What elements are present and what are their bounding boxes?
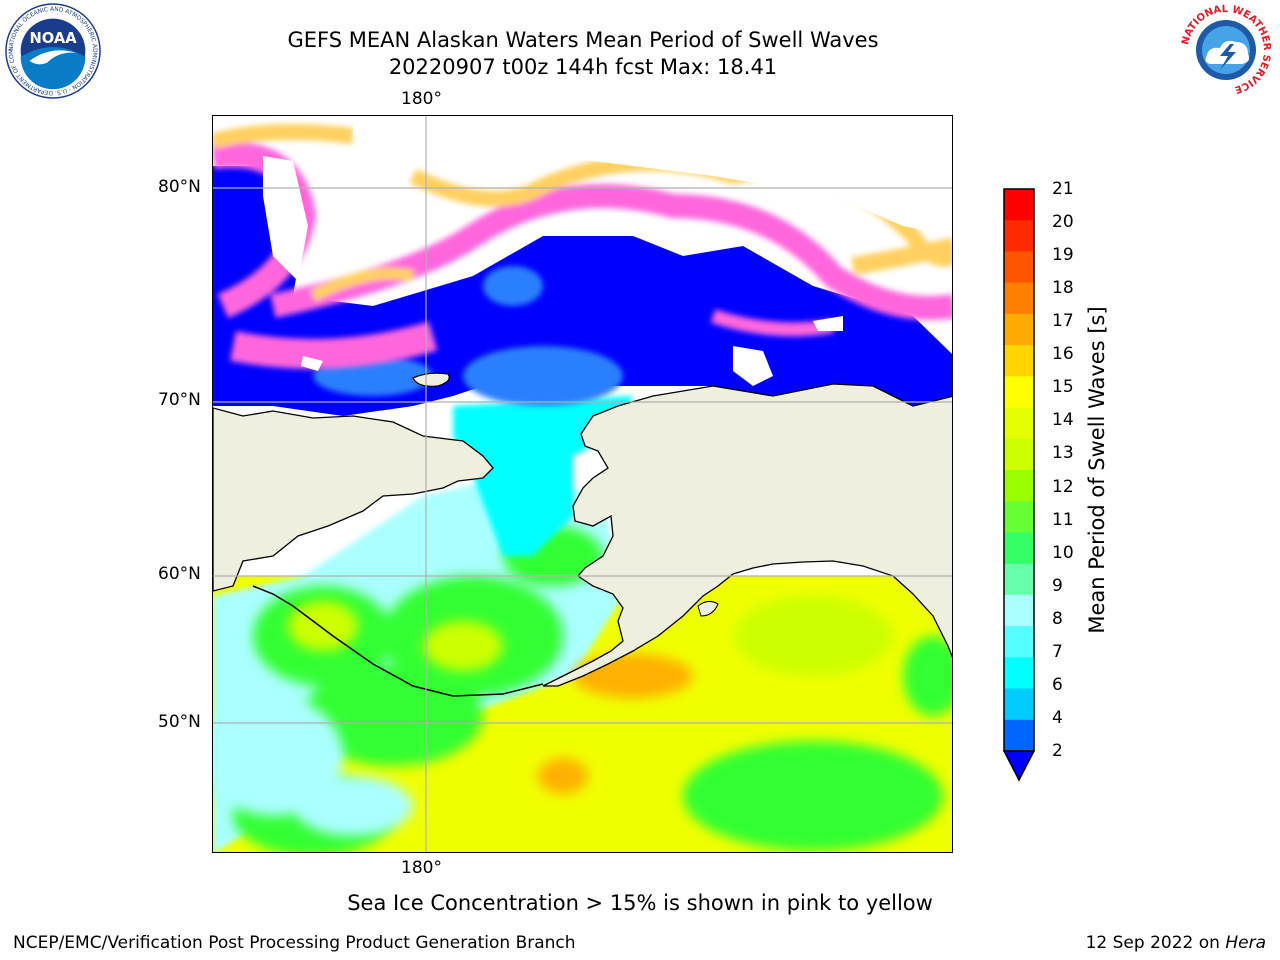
colorbar-tick-label: 15 (1052, 377, 1074, 398)
colorbar-bin (1004, 345, 1034, 377)
colorbar (1002, 188, 1036, 782)
lon-label-top: 180° (401, 89, 442, 109)
colorbar-bins (1002, 189, 1036, 782)
colorbar-bin (1004, 594, 1034, 627)
ice-pack-white (263, 116, 952, 386)
colorbar-bin (1004, 251, 1034, 284)
colorbar-tick-label: 12 (1052, 476, 1074, 497)
lat-label-80: 80°N (158, 177, 201, 197)
footer-date: 12 Sep 2022 on Hera (1085, 933, 1266, 953)
aleutian-islands (252, 585, 544, 697)
lon-label-bottom: 180° (401, 858, 442, 878)
land-siberia (213, 407, 494, 592)
colorbar-tick-label: 18 (1052, 278, 1074, 299)
colorbar-tick-label: 7 (1052, 641, 1063, 662)
noaa-logo: NATIONAL OCEANIC AND ATMOSPHERIC ADMINIS… (4, 2, 101, 99)
sea-ice-note: Sea Ice Concentration > 15% is shown in … (347, 891, 933, 915)
yellow-green-patches (288, 596, 893, 676)
footer-credit: NCEP/EMC/Verification Post Processing Pr… (13, 933, 576, 953)
colorbar-bin (1004, 626, 1034, 658)
colorbar-tick-label: 19 (1052, 245, 1074, 266)
colorbar-bin (1004, 189, 1034, 221)
colorbar-outline (1003, 188, 1035, 752)
colorbar-tick-label: 4 (1052, 707, 1063, 728)
swell-period-map (213, 116, 952, 852)
colorbar-tick-label: 20 (1052, 212, 1074, 233)
land-alaska (542, 383, 952, 687)
colorbar-tick-label: 6 (1052, 674, 1063, 695)
svg-text:NOAA: NOAA (29, 30, 77, 47)
colorbar-bin (1004, 220, 1034, 252)
footer-host: Hera (1225, 933, 1266, 953)
colorbar-bin (1004, 282, 1034, 315)
colorbar-tick-label: 16 (1052, 344, 1074, 365)
colorbar-tick-label: 2 (1052, 741, 1063, 761)
chart-subtitle: 20220907 t00z 144h fcst Max: 18.41 (388, 55, 778, 79)
lat-label-50: 50°N (158, 712, 201, 732)
colorbar-label: Mean Period of Swell Waves [s] (1085, 306, 1109, 634)
colorbar-bin (1004, 719, 1034, 752)
land-wrangel (412, 372, 450, 387)
land-kodiak (697, 600, 719, 617)
colorbar-bin (1004, 563, 1034, 596)
colorbar-tick-label: 11 (1052, 509, 1074, 530)
colorbar-bin (1004, 657, 1034, 690)
colorbar-bin (1004, 438, 1034, 471)
colorbar-tick-label: 8 (1052, 608, 1063, 629)
colorbar-bin (1004, 470, 1034, 502)
lat-label-60: 60°N (158, 564, 201, 584)
map-panel (212, 115, 953, 853)
chart-title: GEFS MEAN Alaskan Waters Mean Period of … (287, 28, 879, 52)
cyan-patches-south (213, 696, 413, 836)
gridlines (213, 116, 952, 852)
colorbar-bin (1004, 501, 1034, 533)
colorbar-extension (1002, 750, 1036, 782)
nws-logo: NATIONAL WEATHER SERVICE (1178, 2, 1274, 98)
colorbar-bin (1004, 688, 1034, 721)
colorbar-tick-label: 21 (1052, 179, 1074, 199)
colorbar-tick-label: 13 (1052, 443, 1074, 464)
lat-label-70: 70°N (158, 390, 201, 410)
colorbar-bin (1004, 407, 1034, 440)
colorbar-bin (1004, 532, 1034, 565)
colorbar-bin (1004, 313, 1034, 346)
colorbar-tick-label: 14 (1052, 410, 1074, 431)
colorbar-tick-label: 9 (1052, 575, 1063, 596)
colorbar-tick-label: 17 (1052, 311, 1074, 332)
colorbar-tick-label: 10 (1052, 542, 1074, 563)
colorbar-bin (1004, 376, 1034, 409)
